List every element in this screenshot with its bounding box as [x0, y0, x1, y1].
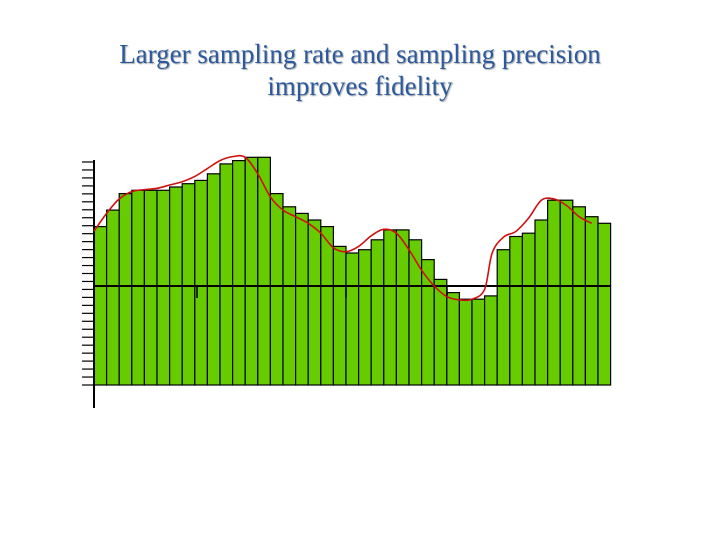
sample-bar	[484, 295, 498, 386]
sample-bar	[546, 199, 561, 386]
sample-bar	[131, 189, 146, 386]
sample-bar	[358, 249, 372, 386]
sample-bar	[206, 173, 221, 386]
sample-bar	[446, 292, 460, 386]
sample-bar	[572, 206, 586, 386]
sample-bar	[395, 229, 410, 386]
sample-bar	[295, 212, 309, 386]
sample-bar	[93, 226, 108, 386]
sample-bar	[257, 156, 271, 386]
sample-bar	[269, 193, 284, 386]
sample-bar	[521, 232, 536, 386]
sample-bar	[534, 219, 549, 386]
sample-bar	[156, 189, 171, 386]
sample-bar	[332, 245, 347, 386]
sample-bar	[307, 219, 322, 386]
sample-bar	[194, 179, 209, 386]
slide-title: Larger sampling rate and sampling precis…	[0, 38, 720, 102]
sample-bar	[232, 160, 246, 386]
sample-bar	[559, 199, 574, 386]
sample-bar	[383, 229, 397, 386]
sample-bar	[118, 193, 133, 386]
title-line-2: improves fidelity	[267, 71, 453, 101]
sample-bar	[370, 239, 385, 386]
sample-bar	[458, 298, 473, 386]
sample-bar	[509, 235, 523, 386]
title-line-1: Larger sampling rate and sampling precis…	[119, 39, 601, 69]
sample-bar	[584, 216, 599, 386]
sample-bar	[219, 163, 234, 386]
sample-bar	[597, 222, 612, 386]
sample-bar	[320, 226, 334, 386]
sample-bar	[345, 252, 360, 386]
sample-bar	[282, 206, 297, 386]
sample-bar	[105, 209, 120, 386]
sample-bar	[181, 183, 196, 386]
sample-bar	[496, 249, 511, 386]
sample-bar	[244, 156, 259, 386]
signal-curve	[93, 154, 593, 302]
sample-bar	[408, 239, 423, 386]
sample-bar	[143, 189, 158, 386]
sample-bar	[471, 298, 486, 386]
